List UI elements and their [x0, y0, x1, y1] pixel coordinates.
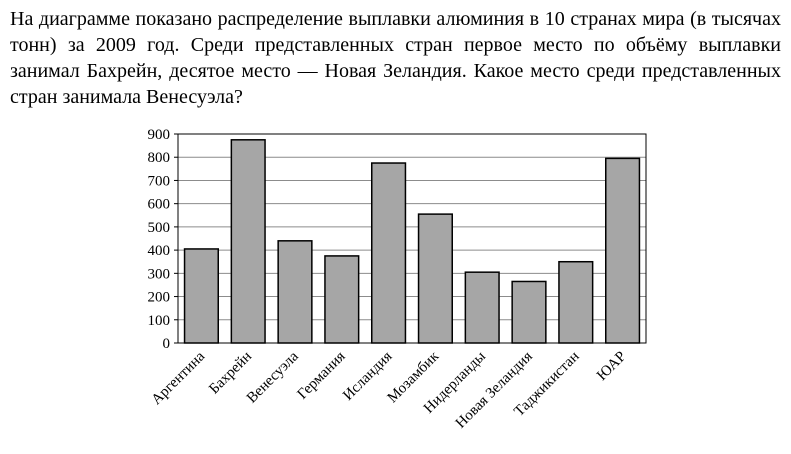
y-tick-label: 300 — [148, 266, 171, 282]
y-tick-label: 100 — [148, 313, 171, 329]
bar — [324, 255, 360, 344]
bar — [464, 271, 500, 344]
y-tick-label: 500 — [148, 220, 171, 236]
x-tick-label: Аргентина — [149, 348, 209, 408]
bar — [277, 240, 313, 344]
x-tick-label: ЮАР — [594, 349, 629, 384]
plot-frame — [177, 133, 647, 344]
x-tick-label: Венесуэла — [244, 348, 302, 406]
y-tick-label: 600 — [148, 197, 171, 213]
bar — [371, 162, 407, 344]
bar — [183, 248, 219, 344]
question-text: На диаграмме показано распределение выпл… — [10, 8, 781, 108]
y-tick-label: 700 — [148, 173, 171, 189]
y-tick-label: 200 — [148, 290, 171, 306]
y-tick-label: 400 — [148, 243, 171, 259]
bar — [511, 280, 547, 344]
y-tick-label: 900 — [148, 127, 171, 143]
bar — [558, 260, 594, 344]
bar — [417, 213, 453, 344]
x-tick-label: Германия — [295, 348, 349, 402]
y-tick-label: 800 — [148, 150, 171, 166]
bar — [230, 139, 266, 344]
bar — [605, 157, 641, 344]
y-tick-label: 0 — [163, 336, 171, 352]
